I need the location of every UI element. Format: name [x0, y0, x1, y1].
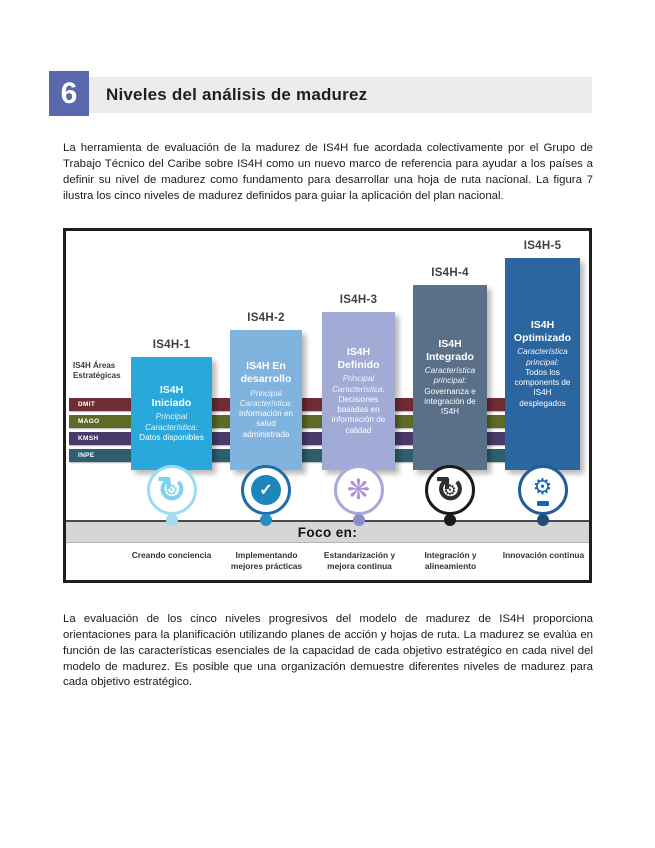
maturity-bar-is4h-5: IS4H Optimizado Característica principal… [505, 258, 580, 470]
maturity-bar-is4h-4: IS4H Integrado Característica principal:… [413, 285, 487, 470]
gear-flower-icon: ❋ [333, 465, 384, 515]
connector-dot [536, 514, 549, 526]
maturity-bar-is4h-2: IS4H En desarrollo Principal Característ… [230, 330, 302, 470]
connector-dot [165, 514, 178, 526]
bar-characteristic-label: Principal Característica: [332, 374, 385, 394]
connector-dot [352, 514, 365, 526]
level-label: IS4H-5 [523, 240, 562, 252]
gear-cycle-icon: ↻ ⚙ [425, 465, 475, 515]
section-number: 6 [60, 76, 78, 110]
bar-characteristic-label: Característica principal: [517, 347, 568, 367]
bar-characteristic-label: Característica principal: [424, 366, 476, 386]
award-check-icon: ✓ [241, 465, 291, 515]
section-header-bar [49, 77, 592, 113]
strategic-area-code: MAGO [78, 418, 100, 425]
bar-description: Datos disponibles [139, 432, 204, 442]
intro-paragraph: La herramienta de evaluación de la madur… [63, 142, 593, 202]
bar-description: Todos los components de IS4H desplegados [514, 367, 571, 408]
bulb-base-shape [536, 501, 549, 506]
maturity-figure: IS4H Áreas Estratégicas DMIT MAGO KMSH I… [63, 228, 592, 583]
strategic-area-code: DMIT [78, 401, 96, 408]
focus-label: Integración y alineamiento [424, 550, 477, 571]
strategic-area-code: INPE [78, 452, 95, 459]
section-number-badge: 6 [49, 71, 89, 116]
bar-description: Governanza e integración de IS4H [424, 386, 476, 417]
gear-glyph: ⚙ [443, 481, 457, 499]
level-label: IS4H-1 [152, 339, 191, 351]
connector-dot [444, 514, 456, 526]
bar-title: IS4H Definido [337, 346, 380, 372]
gear-bulb-icon: ⚙ [517, 465, 568, 515]
refresh-ring-glyph: ↻ [156, 469, 187, 510]
bar-description: Información en salud administrada [238, 409, 294, 439]
focus-label: Innovación continua [502, 550, 585, 560]
bar-title: IS4H Optimizado [513, 319, 572, 345]
level-label: IS4H-4 [431, 267, 469, 279]
closing-paragraph: La evaluación de los cinco niveles progr… [63, 613, 593, 689]
bar-characteristic-label: Principal Característica: [239, 388, 293, 408]
strategic-areas-label: IS4H Áreas Estratégicas [73, 361, 121, 380]
cycle-ring-glyph: ↻ [434, 469, 466, 510]
connector-dot [260, 514, 272, 526]
bar-characteristic-label: Principal Característica: [145, 412, 198, 432]
focus-label: Implementando mejores prácticas [230, 550, 303, 571]
bar-title: IS4H Integrado [426, 337, 474, 363]
bar-title: IS4H Iniciado [151, 384, 192, 410]
level-label: IS4H-3 [339, 294, 378, 306]
bar-title: IS4H En desarrollo [240, 360, 292, 386]
bar-description: Decisiones basadas en información de cal… [331, 394, 386, 435]
maturity-bar-is4h-1: IS4H Iniciado Principal Característica: … [131, 357, 212, 470]
focus-band: Foco en: [66, 520, 589, 543]
flower-gear-glyph: ❋ [346, 474, 371, 505]
focus-label: Creando conciencia [131, 550, 212, 560]
level-label: IS4H-2 [247, 312, 285, 324]
strategic-area-code: KMSH [78, 435, 99, 442]
gear-refresh-icon: ↻ ⚙ [146, 465, 197, 515]
check-glyph: ✓ [251, 475, 281, 505]
focus-label: Estandarización y mejora continua [323, 550, 396, 571]
gear-glyph: ⚙ [164, 481, 179, 499]
maturity-bar-is4h-3: IS4H Definido Principal Característica: … [322, 312, 395, 470]
gear-glyph: ⚙ [532, 474, 553, 499]
page-title: Niveles del análisis de madurez [106, 85, 368, 104]
focus-band-title: Foco en: [297, 524, 358, 540]
